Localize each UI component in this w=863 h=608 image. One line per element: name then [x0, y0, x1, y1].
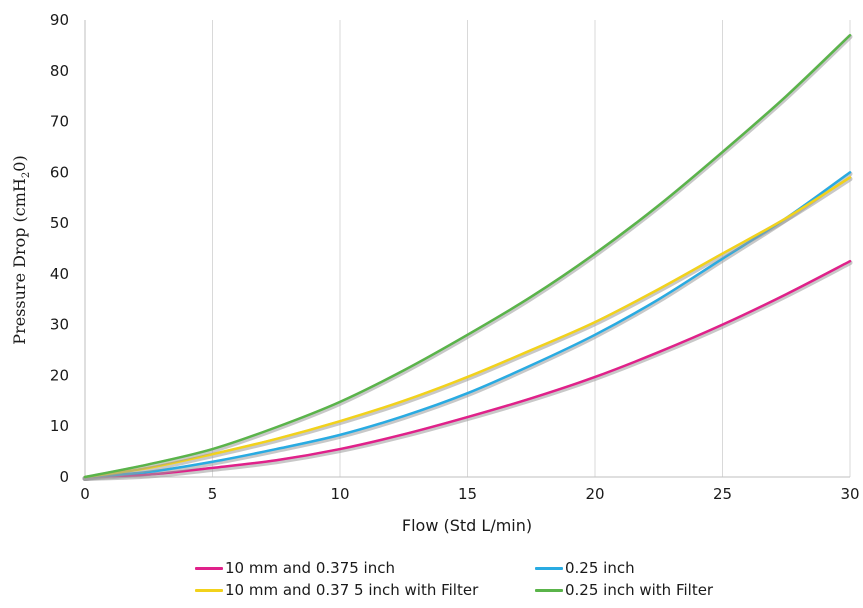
y-tick-label: 20: [50, 366, 69, 384]
legend-label: 0.25 inch: [565, 559, 635, 577]
series-line-4: [83, 33, 852, 479]
y-tick-label: 50: [50, 214, 69, 232]
series-line-shadow: [82, 260, 853, 481]
legend-item-2: 0.25 inch: [535, 559, 795, 577]
x-axis-label: Flow (Std L/min): [402, 516, 532, 535]
x-tick-labels: 0 5 10 15 20 25 30: [80, 485, 859, 503]
y-tick-label: 0: [59, 468, 69, 486]
legend: 10 mm and 0.375 inch 0.25 inch 10 mm and 0…: [195, 559, 835, 599]
y-tick-label: 80: [50, 62, 69, 80]
legend-swatch: [195, 588, 223, 592]
y-tick-label: 40: [50, 265, 69, 283]
y-axis-label: Pressure Drop (cmH20): [10, 155, 32, 344]
legend-swatch: [195, 566, 223, 570]
legend-item-4: 0.25 inch with Filter: [535, 581, 795, 599]
y-tick-label: 90: [50, 11, 69, 29]
y-tick-label: 60: [50, 163, 69, 181]
series-line-2: [83, 171, 852, 479]
series-line-shadow: [82, 176, 853, 481]
y-tick-label: 10: [50, 417, 69, 435]
y-axis-label-main: Pressure Drop (cmH: [10, 178, 29, 345]
series-line-3: [83, 176, 852, 479]
y-tick-labels: 0 10 20 30 40 50 60 70 80 90: [50, 11, 69, 486]
x-tick-label: 5: [208, 485, 218, 503]
x-tick-label: 15: [458, 485, 477, 503]
legend-label: 10 mm and 0.375 inch: [225, 559, 395, 577]
legend-swatch: [535, 566, 563, 570]
x-tick-label: 30: [840, 485, 859, 503]
pressure-drop-chart: 0 10 20 30 40 50 60 70 80 90 0 5 10 15 20 25 30 Flow (S…: [10, 11, 860, 535]
x-tick-label: 20: [585, 485, 604, 503]
legend-label: 0.25 inch with Filter: [565, 581, 714, 599]
legend-item-3: 10 mm and 0.37 5 inch with Filter: [195, 581, 535, 599]
y-tick-label: 30: [50, 316, 69, 334]
series-line-shadow: [82, 171, 853, 481]
series-line-1: [83, 259, 852, 479]
series-lines: [82, 33, 853, 481]
x-tick-label: 10: [330, 485, 349, 503]
x-tick-label: 0: [80, 485, 90, 503]
y-axis-label-subscript: 2: [21, 172, 32, 178]
legend-label: 10 mm and 0.37 5 inch with Filter: [225, 581, 479, 599]
grid-lines: [212, 20, 851, 477]
x-tick-label: 25: [713, 485, 732, 503]
axes: [84, 20, 850, 478]
legend-item-1: 10 mm and 0.375 inch: [195, 559, 535, 577]
y-axis-label-tail: 0): [10, 155, 29, 171]
y-tick-label: 70: [50, 113, 69, 131]
legend-swatch: [535, 588, 563, 592]
